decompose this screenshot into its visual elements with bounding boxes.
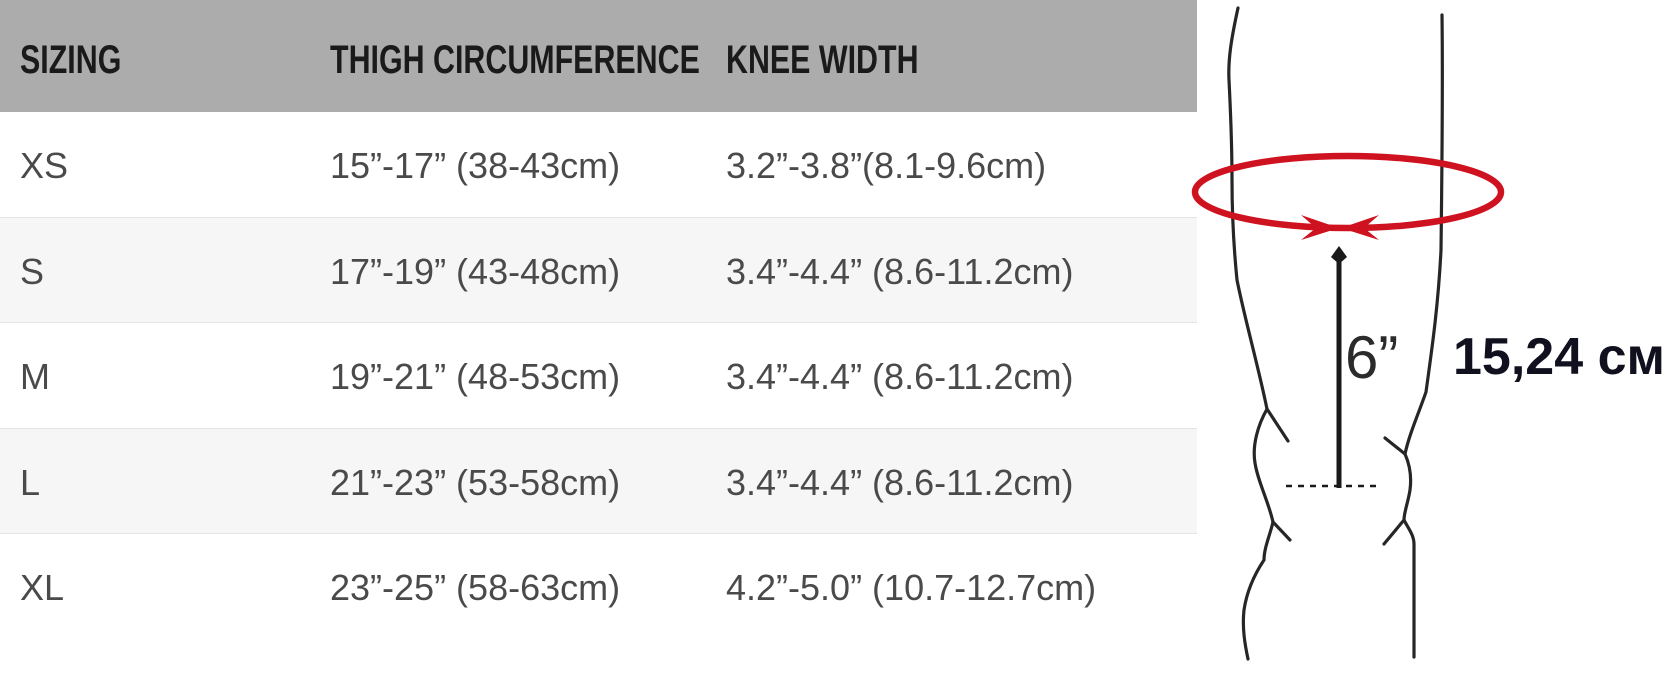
svg-text:15,24 см: 15,24 см [1453, 328, 1665, 386]
svg-text:6”: 6” [1345, 324, 1398, 391]
